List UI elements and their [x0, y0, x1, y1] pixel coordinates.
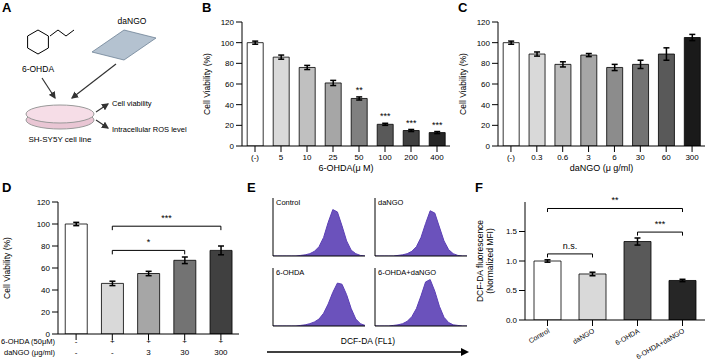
- svg-text:**: **: [356, 85, 364, 95]
- svg-text:10: 10: [303, 153, 312, 162]
- svg-text:+: +: [182, 337, 187, 346]
- svg-text:5: 5: [279, 153, 284, 162]
- svg-text:60: 60: [481, 80, 490, 89]
- svg-text:40: 40: [481, 101, 490, 110]
- svg-text:300: 300: [685, 153, 699, 162]
- svg-text:6-OHDA: 6-OHDA: [22, 64, 54, 74]
- svg-text:20: 20: [225, 121, 234, 130]
- svg-text:+: +: [219, 337, 224, 346]
- svg-text:(-): (-): [507, 153, 515, 162]
- svg-text:300: 300: [214, 348, 228, 357]
- html-text:C: C: [458, 0, 468, 15]
- svg-text:**: **: [611, 195, 619, 205]
- svg-text:3: 3: [586, 153, 591, 162]
- html-text:6-OHDA+daNGO: 6-OHDA+daNGO: [378, 268, 437, 277]
- html-text:6-OHDA(μ M): 6-OHDA(μ M): [318, 163, 374, 173]
- svg-text:6: 6: [612, 153, 617, 162]
- svg-text:60: 60: [662, 153, 671, 162]
- svg-text:***: ***: [655, 219, 666, 229]
- html-text:E: E: [247, 180, 256, 195]
- svg-text:-: -: [75, 337, 78, 346]
- svg-text:0.0: 0.0: [506, 316, 518, 325]
- svg-text:daNGO: daNGO: [571, 327, 596, 345]
- svg-text:100: 100: [221, 39, 235, 48]
- svg-text:6-OHDA+daNGO: 6-OHDA+daNGO: [635, 327, 686, 360]
- svg-text:0.5: 0.5: [506, 286, 518, 295]
- svg-text:(-): (-): [251, 153, 259, 162]
- html-text:DCF-DA (FL1): DCF-DA (FL1): [340, 336, 396, 346]
- html-text:Cell Viability (%): Cell Viability (%): [202, 53, 212, 115]
- svg-text:1.0: 1.0: [506, 257, 518, 266]
- svg-text:*: *: [147, 237, 151, 247]
- svg-text:Intracellular ROS level: Intracellular ROS level: [112, 125, 187, 134]
- html-text:daNGO (μg/ml): daNGO (μg/ml): [4, 348, 55, 357]
- svg-text:0.3: 0.3: [531, 153, 543, 162]
- svg-text:100: 100: [477, 39, 491, 48]
- html-text:daNGO: daNGO: [378, 198, 404, 207]
- svg-text:400: 400: [430, 153, 444, 162]
- html-text:(Normalized MFI): (Normalized MFI): [485, 228, 495, 294]
- svg-text:daNGO: daNGO: [118, 16, 147, 26]
- html-text:6-OHDA: 6-OHDA: [276, 268, 305, 277]
- svg-text:30: 30: [180, 348, 189, 357]
- svg-text:80: 80: [481, 59, 490, 68]
- svg-text:n.s.: n.s.: [563, 241, 578, 251]
- svg-text:0: 0: [486, 142, 491, 151]
- svg-text:100: 100: [37, 220, 51, 229]
- svg-text:-: -: [111, 348, 114, 357]
- svg-text:60: 60: [41, 264, 50, 273]
- html-text:Cell Viability (%): Cell Viability (%): [2, 237, 12, 299]
- svg-text:***: ***: [432, 120, 443, 130]
- svg-text:30: 30: [636, 153, 645, 162]
- svg-text:50: 50: [355, 153, 364, 162]
- svg-text:0.6: 0.6: [557, 153, 569, 162]
- svg-text:0: 0: [230, 142, 235, 151]
- svg-text:1.5: 1.5: [506, 227, 518, 236]
- html-text:DCF-DA fluorescence: DCF-DA fluorescence: [475, 219, 485, 303]
- html-text:daNGO (μ g/ml): daNGO (μ g/ml): [569, 163, 634, 173]
- svg-text:100: 100: [378, 153, 392, 162]
- svg-text:+: +: [110, 337, 115, 346]
- svg-text:200: 200: [404, 153, 418, 162]
- html-text:A: A: [2, 0, 12, 15]
- svg-text:120: 120: [221, 18, 235, 27]
- html-text:Cell Viability (%): Cell Viability (%): [458, 53, 468, 115]
- svg-text:25: 25: [329, 153, 338, 162]
- svg-text:3: 3: [146, 348, 151, 357]
- svg-text:+: +: [146, 337, 151, 346]
- svg-text:***: ***: [161, 213, 172, 223]
- svg-text:SH-SY5Y cell line: SH-SY5Y cell line: [29, 135, 93, 144]
- svg-text:6-OHDA: 6-OHDA: [614, 327, 641, 346]
- svg-text:40: 40: [41, 286, 50, 295]
- svg-text:20: 20: [41, 308, 50, 317]
- svg-text:0: 0: [45, 329, 50, 339]
- svg-text:120: 120: [477, 18, 491, 27]
- svg-text:***: ***: [380, 111, 391, 121]
- html-text:6-OHDA (50μM): 6-OHDA (50μM): [1, 337, 55, 346]
- svg-text:80: 80: [41, 242, 50, 251]
- svg-text:20: 20: [481, 121, 490, 130]
- svg-text:120: 120: [37, 198, 51, 207]
- svg-text:40: 40: [225, 101, 234, 110]
- svg-text:80: 80: [225, 59, 234, 68]
- html-text:D: D: [2, 180, 12, 195]
- svg-text:Control: Control: [527, 327, 550, 345]
- html-text:B: B: [202, 0, 212, 15]
- html-text:F: F: [475, 180, 483, 195]
- svg-text:Cell viability: Cell viability: [112, 99, 152, 108]
- svg-text:60: 60: [225, 80, 234, 89]
- html-text:Control: Control: [276, 198, 301, 207]
- svg-text:***: ***: [406, 118, 417, 128]
- svg-text:-: -: [75, 348, 78, 357]
